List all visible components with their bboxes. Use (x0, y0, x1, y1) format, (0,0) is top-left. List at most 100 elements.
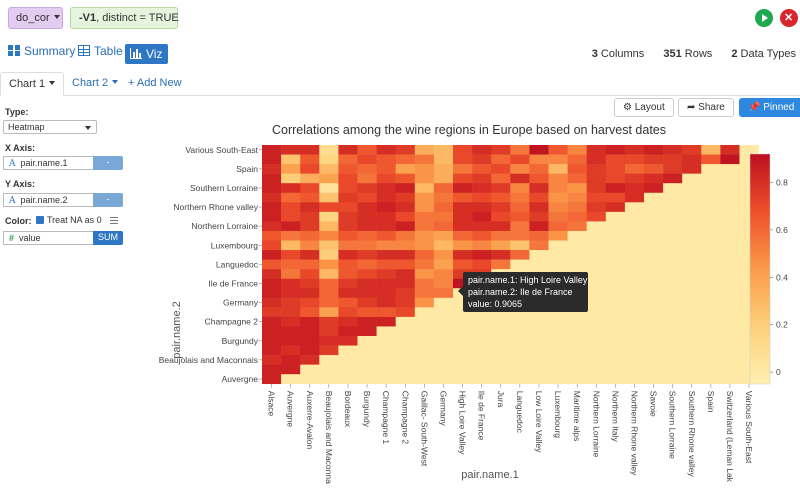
heatmap-cell[interactable] (605, 202, 626, 213)
heatmap-cell[interactable] (663, 164, 683, 174)
heatmap-cell[interactable] (682, 250, 702, 260)
heatmap-cell[interactable] (395, 240, 416, 251)
heatmap-cell[interactable] (433, 145, 454, 155)
heatmap-cell[interactable] (529, 192, 549, 203)
heatmap-cell[interactable] (663, 297, 683, 308)
heatmap-cell[interactable] (663, 202, 683, 213)
heatmap-cell[interactable] (663, 269, 683, 279)
heatmap-cell[interactable] (682, 154, 702, 165)
heatmap-cell[interactable] (357, 336, 377, 346)
heatmap-cell[interactable] (319, 364, 339, 375)
heatmap-cell[interactable] (433, 345, 454, 356)
heatmap-cell[interactable] (357, 154, 377, 165)
heatmap-cell[interactable] (567, 202, 587, 213)
heatmap-cell[interactable] (453, 316, 473, 327)
heatmap-cell[interactable] (414, 145, 435, 155)
heatmap-cell[interactable] (472, 259, 492, 270)
heatmap-cell[interactable] (262, 164, 282, 174)
heatmap-cell[interactable] (300, 164, 320, 174)
heatmap-cell[interactable] (281, 164, 301, 174)
heatmap-cell[interactable] (319, 164, 339, 174)
heatmap-cell[interactable] (701, 221, 721, 232)
heatmap-cell[interactable] (376, 297, 396, 308)
heatmap-cell[interactable] (395, 164, 416, 174)
heatmap-cell[interactable] (395, 211, 416, 222)
heatmap-cell[interactable] (720, 154, 740, 165)
heatmap-cell[interactable] (548, 326, 568, 337)
heatmap-cell[interactable] (491, 211, 511, 222)
nav-summary[interactable]: Summary (8, 44, 75, 64)
run-icon[interactable] (755, 9, 773, 27)
heatmap-cell[interactable] (376, 240, 396, 251)
heatmap-cell[interactable] (605, 364, 626, 375)
heatmap-cell[interactable] (414, 297, 435, 308)
heatmap-cell[interactable] (414, 355, 435, 365)
heatmap-cell[interactable] (338, 316, 358, 327)
heatmap-cell[interactable] (701, 297, 721, 308)
heatmap-cell[interactable] (701, 173, 721, 184)
heatmap-cell[interactable] (395, 202, 416, 213)
heatmap-cell[interactable] (262, 336, 282, 346)
heatmap-cell[interactable] (300, 145, 320, 155)
heatmap-cell[interactable] (586, 192, 607, 203)
heatmap-cell[interactable] (357, 345, 377, 356)
heatmap-cell[interactable] (376, 202, 396, 213)
heatmap-cell[interactable] (281, 183, 301, 194)
heatmap-cell[interactable] (510, 240, 530, 251)
heatmap-cell[interactable] (319, 269, 339, 279)
heatmap-cell[interactable] (453, 336, 473, 346)
heatmap-cell[interactable] (433, 192, 454, 203)
heatmap-cell[interactable] (529, 364, 549, 375)
heatmap-cell[interactable] (663, 326, 683, 337)
heatmap-cell[interactable] (644, 173, 664, 184)
heatmap-cell[interactable] (701, 145, 721, 155)
heatmap-cell[interactable] (567, 240, 587, 251)
heatmap-cell[interactable] (491, 240, 511, 251)
heatmap-cell[interactable] (281, 278, 301, 289)
heatmap-cell[interactable] (376, 250, 396, 260)
heatmap-cell[interactable] (453, 259, 473, 270)
heatmap-cell[interactable] (453, 307, 473, 318)
heatmap-cell[interactable] (491, 154, 511, 165)
heatmap-cell[interactable] (319, 307, 339, 318)
heatmap-cell[interactable] (548, 211, 568, 222)
heatmap-cell[interactable] (319, 192, 339, 203)
heatmap-cell[interactable] (739, 250, 759, 260)
heatmap-cell[interactable] (548, 307, 568, 318)
heatmap-cell[interactable] (605, 154, 626, 165)
heatmap-cell[interactable] (453, 173, 473, 184)
heatmap-cell[interactable] (395, 230, 416, 241)
heatmap-cell[interactable] (548, 336, 568, 346)
heatmap-cell[interactable] (644, 211, 664, 222)
heatmap-cell[interactable] (262, 307, 282, 318)
heatmap-cell[interactable] (414, 269, 435, 279)
heatmap-cell[interactable] (338, 230, 358, 241)
heatmap-cell[interactable] (376, 326, 396, 337)
tab-chart-2[interactable]: Chart 2 (64, 72, 126, 96)
heatmap-cell[interactable] (338, 240, 358, 251)
heatmap-cell[interactable] (472, 345, 492, 356)
heatmap-cell[interactable] (586, 326, 607, 337)
heatmap-cell[interactable] (624, 326, 645, 337)
heatmap-cell[interactable] (510, 345, 530, 356)
heatmap-cell[interactable] (586, 288, 607, 299)
heatmap-cell[interactable] (586, 278, 607, 289)
heatmap-cell[interactable] (433, 211, 454, 222)
heatmap-cell[interactable] (338, 250, 358, 260)
heatmap-cell[interactable] (739, 173, 759, 184)
heatmap-cell[interactable] (720, 164, 740, 174)
heatmap-cell[interactable] (300, 183, 320, 194)
heatmap-cell[interactable] (510, 154, 530, 165)
heatmap-cell[interactable] (605, 259, 626, 270)
heatmap-cell[interactable] (720, 297, 740, 308)
heatmap-cell[interactable] (682, 230, 702, 241)
heatmap-cell[interactable] (624, 297, 645, 308)
heatmap-cell[interactable] (376, 345, 396, 356)
heatmap-cell[interactable] (319, 154, 339, 165)
heatmap-cell[interactable] (338, 297, 358, 308)
heatmap-cell[interactable] (567, 374, 587, 385)
heatmap-cell[interactable] (300, 316, 320, 327)
heatmap-cell[interactable] (739, 278, 759, 289)
heatmap-cell[interactable] (586, 202, 607, 213)
heatmap-cell[interactable] (510, 355, 530, 365)
